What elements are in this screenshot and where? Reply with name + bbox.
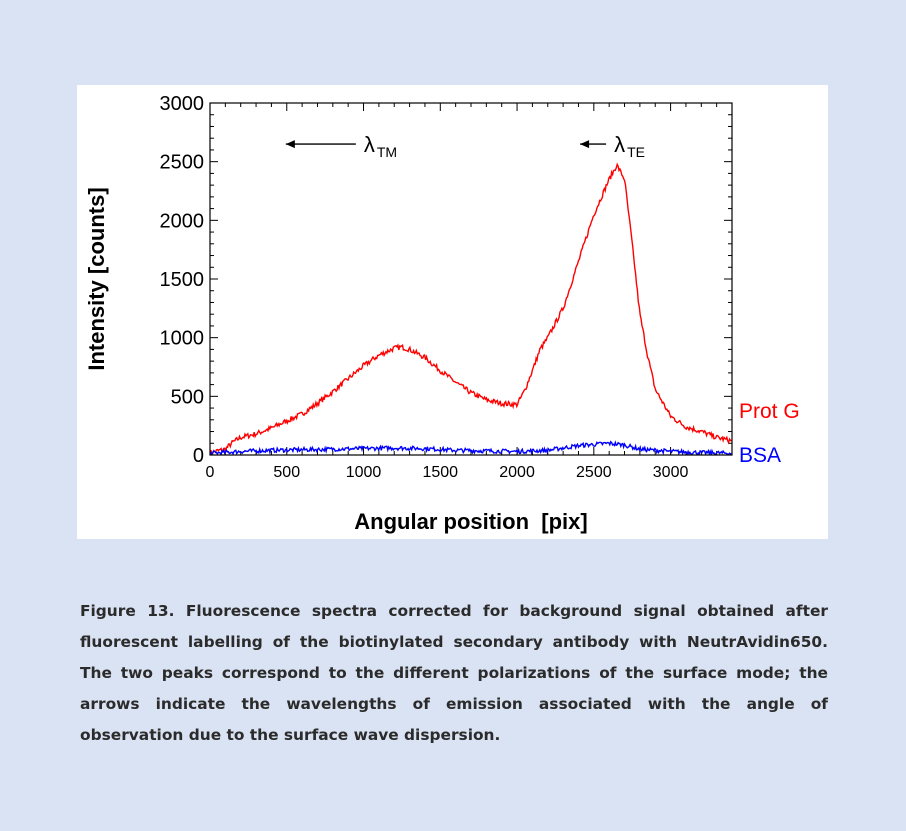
chart-area: 0 500 1000 1500 2000 2500 3000 0 500 1000 1500 2000… <box>77 85 828 539</box>
y-tick-label: 1500 <box>160 269 205 291</box>
annotations: λ TM λ TE <box>285 132 645 160</box>
x-tick-label: 1000 <box>346 464 382 481</box>
figure-caption: Figure 13. Fluorescence spectra correcte… <box>80 602 828 744</box>
legend: Prot G BSA <box>739 400 800 467</box>
x-tick-label: 3000 <box>653 464 689 481</box>
fluorescence-chart: 0 500 1000 1500 2000 2500 3000 0 500 1000 1500 2000… <box>84 93 800 534</box>
annotation-tm: λ TM <box>285 132 397 160</box>
tick-labels: 0 500 1000 1500 2000 2500 3000 0 500 1000 1500 2000… <box>160 93 689 481</box>
axis-ticks <box>209 102 733 456</box>
series-lines <box>210 162 732 455</box>
legend-label-prot-g: Prot G <box>739 400 800 423</box>
x-tick-label: 1500 <box>422 464 458 481</box>
annotation-te: λ TE <box>580 132 645 160</box>
lambda-subscript: TE <box>627 144 645 160</box>
x-tick-label: 2000 <box>499 464 535 481</box>
x-tick-label: 500 <box>273 464 300 481</box>
x-tick-label: 2500 <box>576 464 612 481</box>
y-axis-label: Intensity [counts] <box>84 187 109 370</box>
y-tick-label: 0 <box>193 445 204 467</box>
legend-label-bsa: BSA <box>739 444 781 467</box>
arrow-left-icon <box>285 140 295 149</box>
y-tick-label: 2000 <box>160 210 205 232</box>
arrow-left-icon <box>580 140 590 149</box>
series-line-prot-g <box>210 162 732 455</box>
y-tick-label: 500 <box>171 386 204 408</box>
x-tick-label: 0 <box>206 464 215 481</box>
lambda-subscript: TM <box>377 144 397 160</box>
y-tick-label: 3000 <box>160 93 205 115</box>
lambda-symbol: λ <box>614 132 625 157</box>
plot-frame <box>209 102 733 456</box>
y-tick-label: 2500 <box>160 152 205 174</box>
y-tick-label: 1000 <box>160 328 205 350</box>
lambda-symbol: λ <box>364 132 375 157</box>
x-axis-label: Angular position [pix] <box>354 509 587 534</box>
series-line-bsa <box>210 440 732 455</box>
